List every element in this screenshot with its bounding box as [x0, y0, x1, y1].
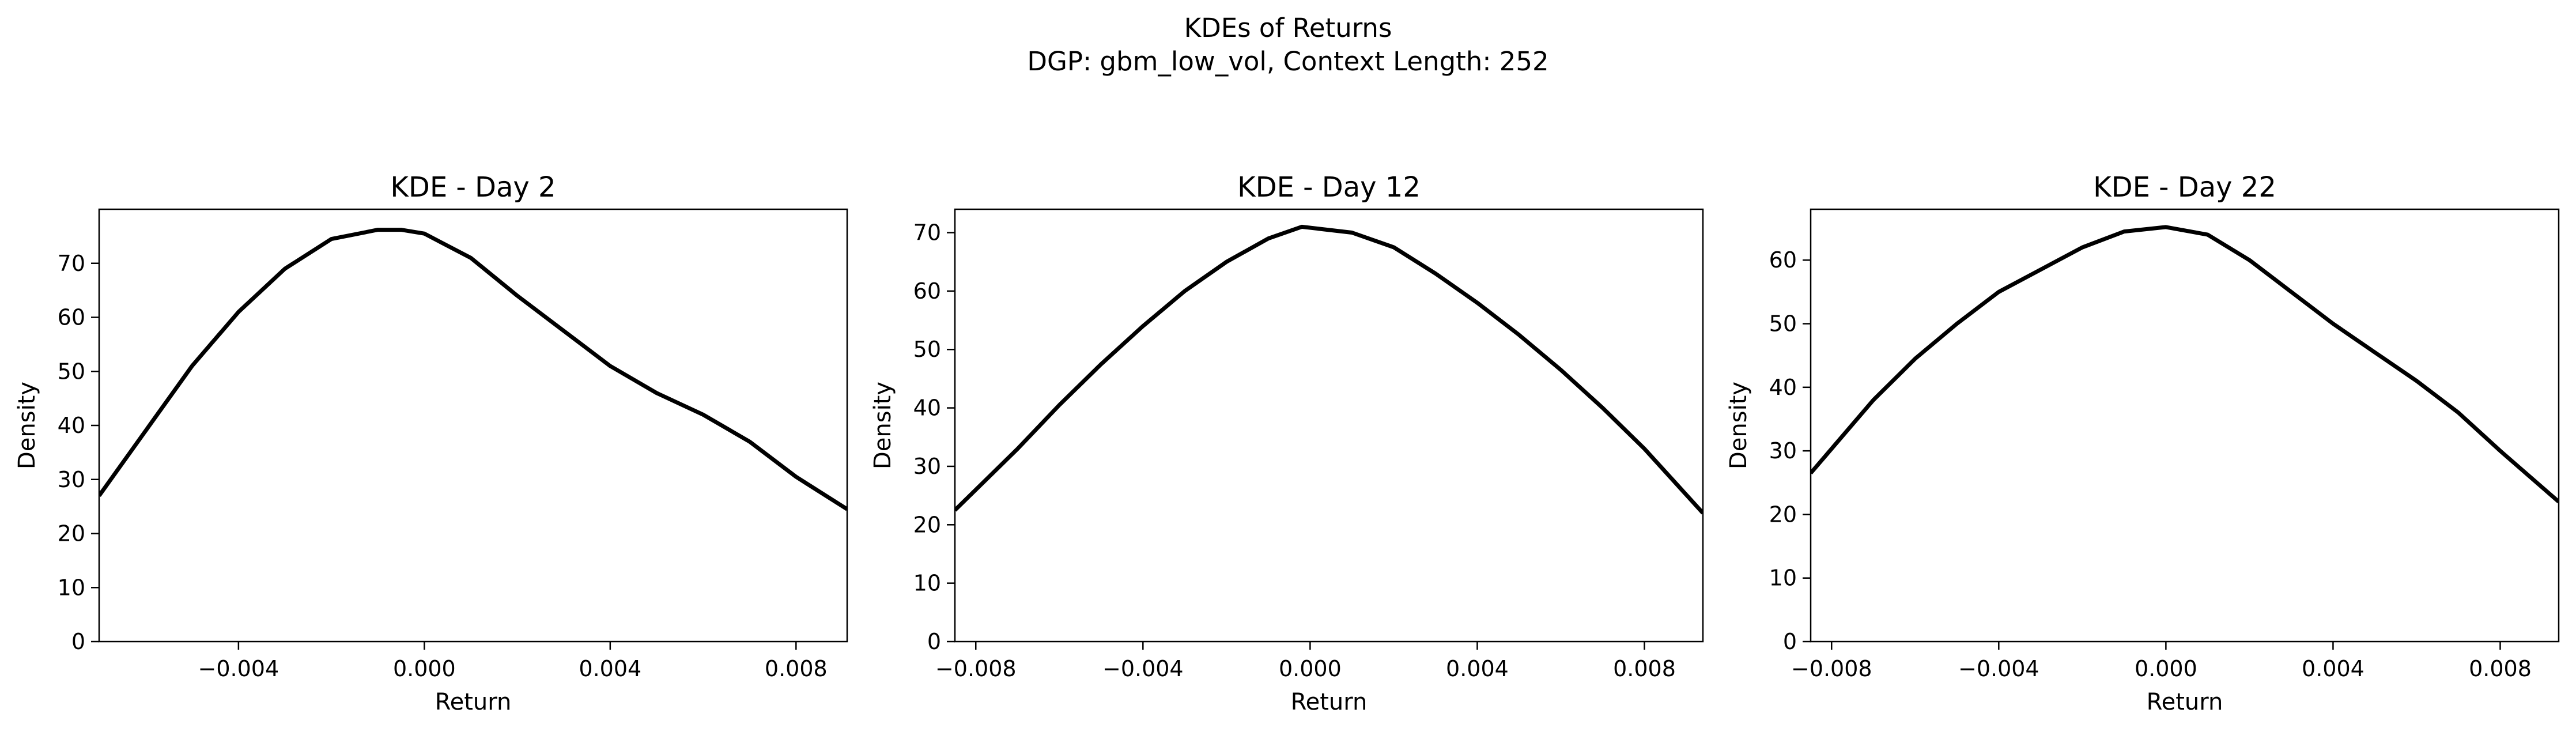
y-tick-label: 40	[58, 413, 85, 438]
x-tick-label: −0.008	[1791, 656, 1872, 681]
y-tick-label: 10	[58, 575, 85, 600]
y-tick-label: 50	[913, 337, 941, 362]
x-tick-label: 0.004	[1446, 656, 1509, 681]
y-tick-label: 20	[1769, 502, 1797, 527]
axes-frame	[954, 208, 1704, 643]
subplot-day-12: KDE - Day 12 Return Density −0.008 −0.004…	[870, 171, 1704, 715]
y-tick-label: 10	[913, 571, 941, 596]
y-tick-label: 50	[58, 359, 85, 384]
y-tick-label: 20	[913, 512, 941, 537]
y-axis-label: Density	[870, 382, 896, 469]
y-tick-label: 70	[58, 251, 85, 276]
x-tick-label: 0.008	[2469, 656, 2532, 681]
axes-frame	[1810, 208, 2560, 643]
subplot-day-2: KDE - Day 2 Return Density −0.004 0.000 0.…	[14, 171, 848, 715]
axes-frame	[98, 208, 848, 643]
figure-subtitle: DGP: gbm_low_vol, Context Length: 252	[1027, 46, 1548, 77]
y-tick-label: 60	[1769, 247, 1797, 273]
x-axis-label: Return	[435, 689, 512, 715]
x-tick-label: 0.008	[1613, 656, 1676, 681]
figure-title: KDEs of Returns	[1184, 13, 1392, 43]
x-tick-label: −0.008	[935, 656, 1017, 681]
y-tick-label: 60	[913, 278, 941, 304]
subplot-title: KDE - Day 12	[1237, 171, 1421, 203]
x-tick-label: 0.000	[2135, 656, 2197, 681]
subplot-day-22: KDE - Day 22 Return Density −0.008 −0.004…	[1725, 171, 2560, 715]
x-tick-label: 0.004	[2302, 656, 2365, 681]
subplot-title: KDE - Day 22	[2093, 171, 2276, 203]
x-tick-label: 0.004	[579, 656, 641, 681]
y-tick-label: 30	[58, 467, 85, 492]
x-axis-label: Return	[2147, 689, 2223, 715]
y-tick-label: 0	[71, 629, 85, 654]
y-axis-label: Density	[1725, 382, 1752, 469]
y-tick-label: 20	[58, 521, 85, 546]
y-tick-label: 0	[1783, 629, 1797, 654]
y-tick-label: 10	[1769, 566, 1797, 591]
subplot-title: KDE - Day 2	[390, 171, 556, 203]
x-axis-label: Return	[1291, 689, 1368, 715]
kde-curve-line	[1811, 225, 2559, 504]
x-tick-label: −0.004	[1958, 656, 2039, 681]
y-tick-label: 30	[913, 454, 941, 479]
y-tick-label: 0	[927, 629, 941, 654]
x-tick-label: −0.004	[1102, 656, 1184, 681]
y-tick-label: 40	[913, 395, 941, 421]
y-tick-label: 30	[1769, 438, 1797, 463]
y-tick-label: 50	[1769, 311, 1797, 337]
y-tick-label: 60	[58, 305, 85, 330]
y-tick-label: 70	[913, 220, 941, 246]
x-tick-label: −0.004	[198, 656, 279, 681]
kde-curve-line	[955, 224, 1703, 515]
y-axis-label: Density	[14, 382, 40, 469]
kde-curve-line	[99, 228, 847, 511]
y-tick-label: 40	[1769, 375, 1797, 400]
x-tick-label: 0.000	[393, 656, 456, 681]
x-tick-label: 0.000	[1279, 656, 1342, 681]
x-tick-label: 0.008	[765, 656, 828, 681]
